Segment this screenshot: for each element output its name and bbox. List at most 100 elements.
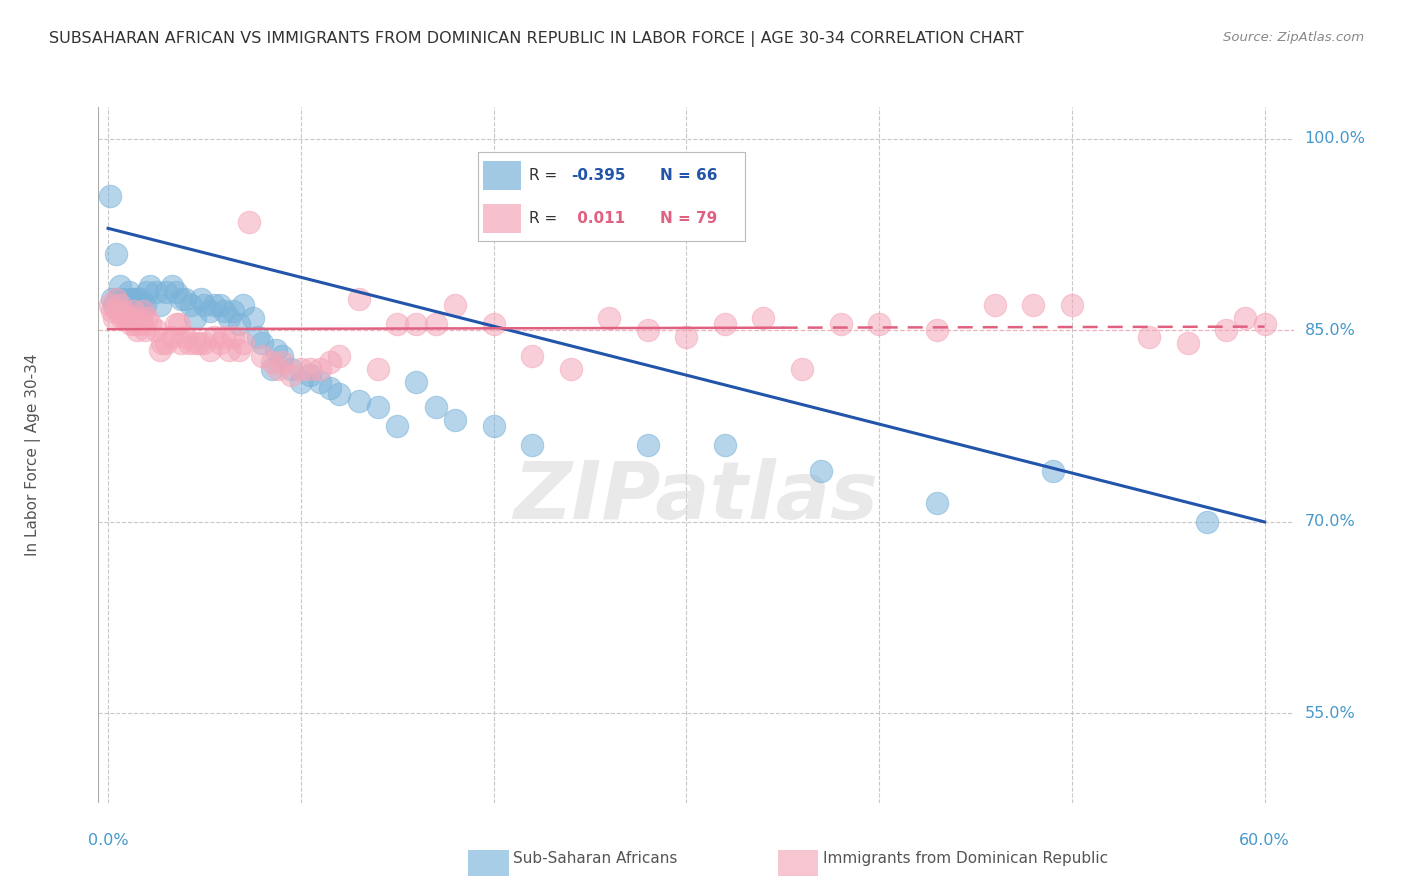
Point	[160, 330, 183, 344]
Point	[184, 336, 207, 351]
Point	[208, 298, 231, 312]
Text: 70.0%: 70.0%	[1305, 515, 1355, 530]
Point	[347, 292, 370, 306]
Point	[150, 336, 173, 351]
Point	[184, 310, 207, 325]
Point	[222, 330, 245, 344]
Point	[1177, 336, 1199, 351]
Text: 55.0%: 55.0%	[1305, 706, 1355, 721]
Point	[134, 323, 156, 337]
Point	[520, 349, 543, 363]
Point	[117, 310, 139, 325]
Point	[280, 368, 302, 383]
Point	[367, 400, 389, 414]
Point	[299, 368, 322, 383]
Point	[328, 387, 350, 401]
Point	[155, 336, 177, 351]
Point	[132, 304, 155, 318]
Point	[260, 355, 283, 369]
Point	[165, 285, 187, 300]
Text: 0.011: 0.011	[571, 211, 624, 226]
Point	[124, 317, 146, 331]
Point	[155, 285, 177, 300]
Text: Source: ZipAtlas.com: Source: ZipAtlas.com	[1223, 31, 1364, 45]
Point	[149, 298, 172, 312]
Text: SUBSAHARAN AFRICAN VS IMMIGRANTS FROM DOMINICAN REPUBLIC IN LABOR FORCE | AGE 30: SUBSAHARAN AFRICAN VS IMMIGRANTS FROM DO…	[49, 31, 1024, 47]
Point	[385, 419, 409, 434]
Point	[104, 247, 127, 261]
Point	[135, 285, 157, 300]
Point	[1060, 298, 1083, 312]
Point	[208, 336, 231, 351]
Point	[560, 361, 582, 376]
Point	[122, 292, 145, 306]
Text: 100.0%: 100.0%	[1305, 131, 1365, 146]
Text: Sub-Saharan Africans: Sub-Saharan Africans	[513, 852, 678, 866]
Point	[107, 292, 129, 306]
Point	[103, 310, 125, 325]
Point	[1234, 310, 1257, 325]
Point	[108, 298, 131, 312]
Text: 60.0%: 60.0%	[1239, 833, 1289, 848]
Point	[193, 298, 215, 312]
Point	[1253, 317, 1275, 331]
Point	[252, 349, 274, 363]
Point	[637, 323, 659, 337]
Point	[637, 438, 659, 452]
Point	[830, 317, 852, 331]
Point	[120, 317, 142, 331]
Text: R =: R =	[529, 211, 562, 226]
Point	[228, 343, 250, 357]
Point	[110, 298, 132, 312]
Point	[112, 304, 135, 318]
Point	[1022, 298, 1045, 312]
Text: 85.0%: 85.0%	[1305, 323, 1355, 338]
Point	[328, 349, 350, 363]
Point	[267, 361, 290, 376]
Text: -0.395: -0.395	[571, 169, 626, 183]
Point	[270, 355, 292, 369]
Point	[1215, 323, 1237, 337]
Point	[290, 375, 312, 389]
Text: N = 79: N = 79	[659, 211, 717, 226]
Point	[128, 298, 150, 312]
Point	[714, 438, 737, 452]
Point	[200, 343, 222, 357]
Point	[180, 298, 202, 312]
Text: ZIPatlas: ZIPatlas	[513, 458, 879, 536]
Point	[98, 189, 121, 203]
Point	[714, 317, 737, 331]
Point	[252, 336, 274, 351]
Text: R =: R =	[529, 169, 562, 183]
Point	[125, 323, 148, 337]
Point	[810, 464, 832, 478]
Point	[218, 310, 240, 325]
Point	[520, 438, 543, 452]
Point	[1042, 464, 1064, 478]
Point	[238, 215, 260, 229]
Point	[482, 419, 505, 434]
Point	[145, 323, 167, 337]
Point	[280, 361, 302, 376]
Point	[108, 278, 131, 293]
Text: N = 66: N = 66	[659, 169, 717, 183]
Point	[149, 343, 172, 357]
Point	[367, 361, 389, 376]
Point	[290, 361, 312, 376]
Point	[482, 317, 505, 331]
FancyBboxPatch shape	[484, 204, 520, 233]
Point	[122, 304, 145, 318]
Point	[101, 292, 124, 306]
Point	[187, 336, 209, 351]
Point	[405, 317, 427, 331]
Point	[1195, 515, 1218, 529]
Point	[299, 361, 322, 376]
Point	[110, 310, 132, 325]
Point	[177, 336, 200, 351]
Point	[868, 317, 890, 331]
Text: 0.0%: 0.0%	[87, 833, 128, 848]
Point	[101, 304, 124, 318]
Point	[174, 292, 197, 306]
Point	[202, 330, 225, 344]
Point	[925, 496, 948, 510]
